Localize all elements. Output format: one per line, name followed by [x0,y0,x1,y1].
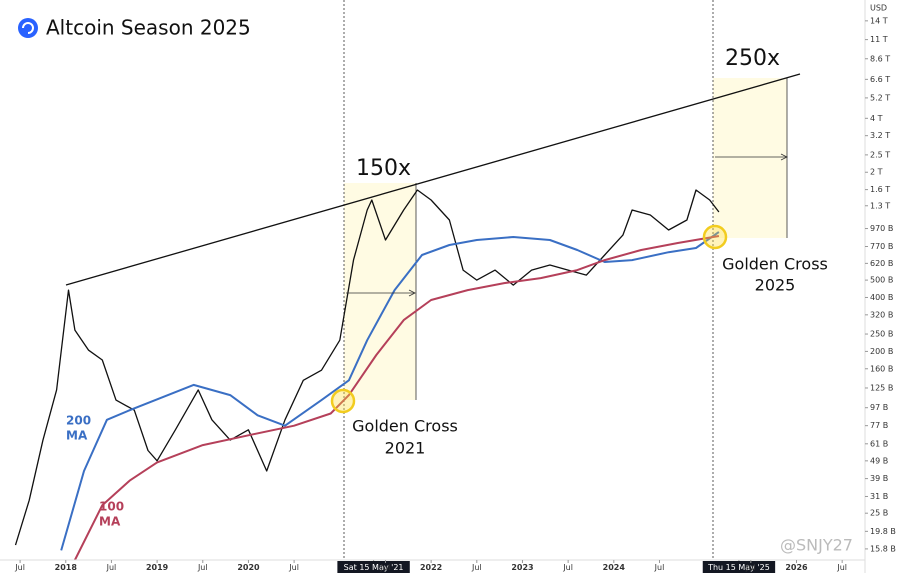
y-tick-label: 49 B [870,456,888,465]
y-tick-label: 19.8 B [870,527,896,536]
x-tick-highlight [702,561,776,573]
y-tick-label: 31 B [870,492,888,501]
y-tick-label: 2 T [870,168,883,177]
x-tick-label: 2020 [237,563,260,572]
y-tick-label: 200 B [870,347,893,356]
currency: USD [870,4,887,13]
plot [14,189,720,561]
x-tick-label: Jul [288,563,299,572]
cross-marker [330,388,356,414]
x-tick-label: 2022 [420,563,442,572]
x-tick-label: Sat 15 May '21 [344,563,404,572]
trend-line [65,73,801,286]
chart-title: Altcoin Season 2025 [46,16,251,40]
y-tick-label: 125 B [870,383,893,392]
cross-marker [702,224,728,250]
x-tick-label: Jul [654,563,665,572]
series-line [74,235,720,561]
annotation: 2021 [385,439,426,458]
y-tick-label: 77 B [870,421,888,430]
y-tick-label: 970 B [870,224,893,233]
arrow-head [408,289,416,297]
x-tick-label: Jul [380,563,391,572]
x-tick-highlight [337,561,410,573]
y-tick-label: 1.3 T [870,201,890,210]
y-tick-label: 4 T [870,114,883,123]
y-tick-label: 5.2 T [870,93,890,102]
annotation: 2025 [755,276,796,295]
y-tick-label: 8.6 T [870,54,890,63]
y-tick-label: 620 B [870,259,893,268]
x-tick-label: 2023 [511,563,533,572]
x-tick-label: Thu 15 May '25 [707,563,770,572]
x-tick-label: 2026 [785,563,808,572]
y-tick-label: 25 B [870,509,888,518]
x-tick-label: Jul [562,563,573,572]
x-tick-label: Jul [745,563,756,572]
series-line [14,189,720,546]
x-tick-label: Jul [471,563,482,572]
ma-label: MA [99,515,121,529]
y-tick-label: 11 T [870,35,888,44]
ma-label: 100 [99,500,124,514]
y-tick-label: 400 B [870,293,893,302]
x-tick-label: Jul [14,563,25,572]
x-tick-label: 2024 [603,563,626,572]
y-tick-label: 6.6 T [870,75,890,84]
y-tick-label: 2.5 T [870,150,890,159]
x-tick-label: Jul [197,563,208,572]
y-tick-label: 160 B [870,364,893,373]
ma-label: MA [66,429,88,443]
annotation: 150x [356,156,411,181]
logo-mark [22,22,34,34]
ma-label: 200 [66,414,91,428]
x-tick-label: 2018 [55,563,78,572]
y-tick-label: 320 B [870,310,893,319]
x-tick-label: Jul [106,563,117,572]
y-tick-label: 15.8 B [870,544,896,553]
y-tick-label: 61 B [870,439,888,448]
annotation: Golden Cross [722,255,828,274]
highlight-box [713,78,787,238]
y-tick-label: 3.2 T [870,131,890,140]
y-tick-label: 250 B [870,330,893,339]
x-tick-label: 2019 [146,563,169,572]
annotation: Golden Cross [352,417,458,436]
y-tick-label: 14 T [870,16,888,25]
watermark: @SNJY27 [780,536,853,555]
y-tick-label: 97 B [870,403,888,412]
y-tick-label: 1.6 T [870,185,890,194]
arrow-head [780,153,788,161]
annotation: 250x [725,46,780,71]
y-tick-label: 770 B [870,242,893,251]
series-line [60,231,720,551]
y-tick-label: 500 B [870,276,893,285]
x-tick-label: Jul [836,563,847,572]
y-tick-label: 39 B [870,474,888,483]
logo [18,18,38,38]
